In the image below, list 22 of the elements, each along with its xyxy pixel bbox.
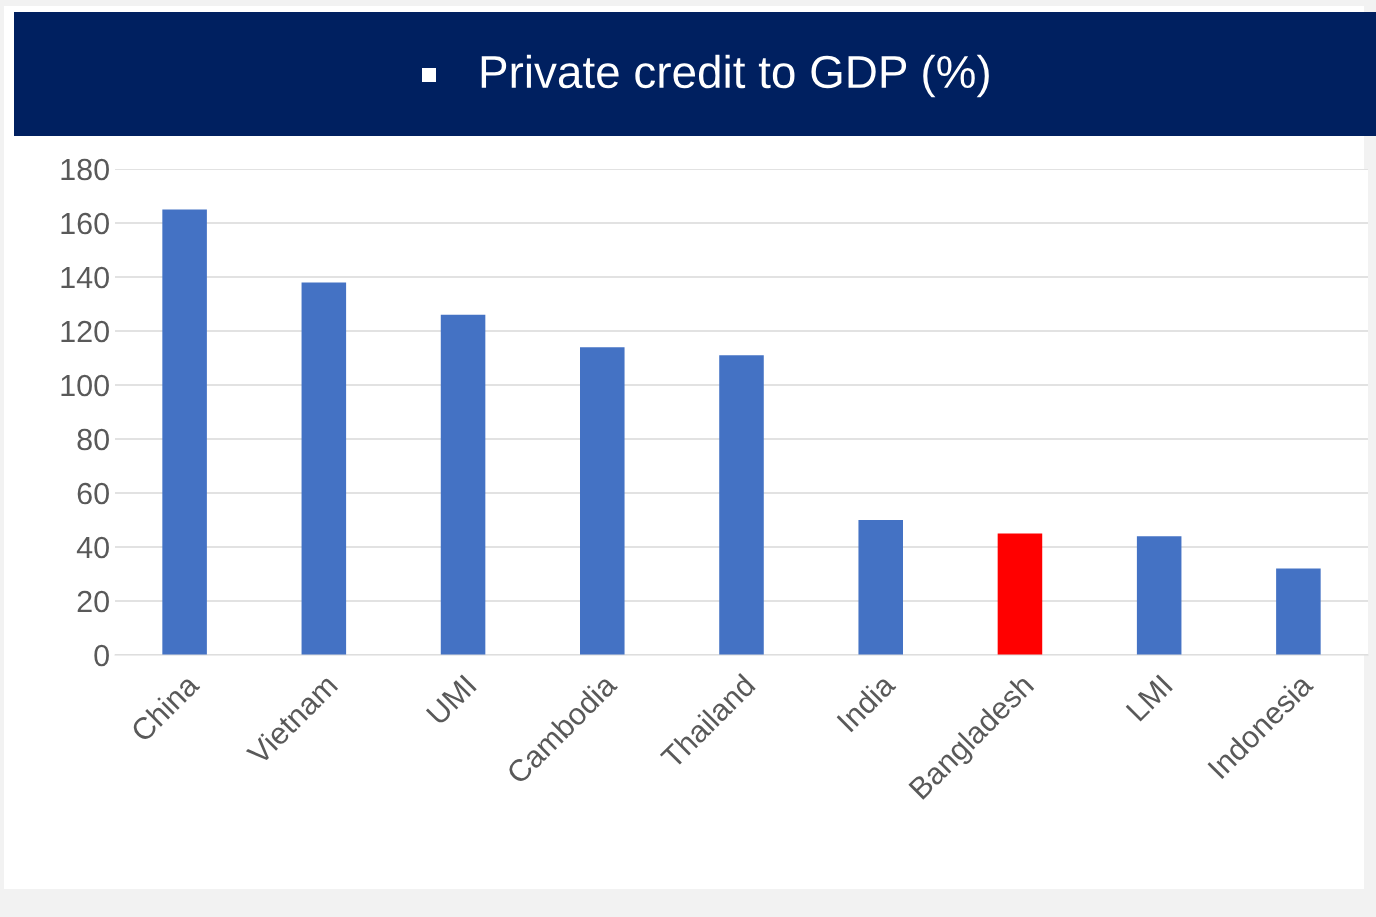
bar (858, 520, 903, 655)
y-tick-label: 40 (76, 536, 109, 559)
y-tick-label: 120 (61, 320, 109, 343)
y-tick-label: 80 (77, 428, 109, 451)
chart-title: Private credit to GDP (%) (481, 54, 989, 98)
bar (1276, 568, 1321, 655)
y-tick-label: 0 (94, 644, 109, 667)
bar (440, 314, 486, 655)
y-tick-label: 60 (77, 482, 109, 505)
y-tick-label: 20 (77, 590, 109, 613)
x-tick-label: LMI (1125, 674, 1173, 722)
y-tick-label: 100 (61, 374, 109, 397)
bar (719, 355, 764, 655)
bar (580, 347, 625, 655)
bar (1136, 536, 1182, 655)
y-tick-label: 160 (61, 212, 109, 235)
bar (162, 209, 207, 655)
bar (997, 533, 1043, 655)
y-tick-label: 140 (61, 266, 109, 289)
bar (301, 282, 347, 655)
x-tick-label: UMI (425, 674, 477, 726)
y-tick-label: 180 (61, 158, 109, 181)
